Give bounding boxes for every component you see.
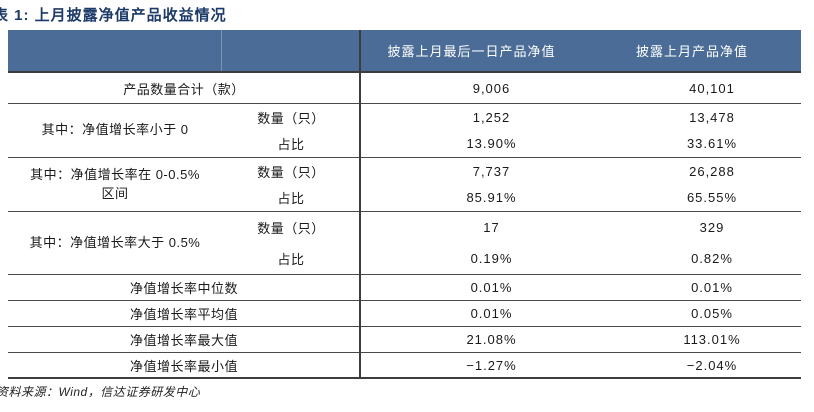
value-column: 26,288 65.55% xyxy=(583,158,801,211)
sublabel-count: 数量（只） xyxy=(257,110,325,126)
value-cell: 26,288 xyxy=(689,163,735,179)
value-column: 329 0.82% xyxy=(583,212,801,274)
row-label-line1: 其中：净值增长率大于 0.5% xyxy=(29,234,201,250)
value-column: 13,478 33.61% xyxy=(583,104,801,157)
value-cell: 13,478 xyxy=(689,109,735,125)
value-cell: 85.91% xyxy=(466,190,517,206)
value-cell: 13.90% xyxy=(466,136,517,152)
row-label: 净值增长率最大值 xyxy=(129,333,238,348)
sublabel-count: 数量（只） xyxy=(257,164,325,180)
value-column: 1,252 13.90% xyxy=(360,104,583,157)
table-row-group-below-zero: 其中：净值增长率小于 0 数量（只） 占比 1,252 13.90% 13,47… xyxy=(8,104,801,158)
value-cell: 7,737 xyxy=(472,163,511,179)
value-column: 17 0.19% xyxy=(360,212,583,274)
value-cell: 40,101 xyxy=(689,80,735,96)
source-note: 资料来源：Wind，信达证券研发中心 xyxy=(0,385,201,399)
sublabel-column: 数量（只） 占比 xyxy=(222,158,360,211)
value-cell: 0.19% xyxy=(470,251,513,266)
row-label: 净值增长率平均值 xyxy=(129,307,238,322)
row-label-line1: 其中：净值增长率小于 0 xyxy=(41,122,189,138)
sublabel-column: 数量（只） 占比 xyxy=(222,212,360,274)
net-value-returns-table: 披露上月最后一日产品净值 披露上月产品净值 产品数量合计（款） 9,006 40… xyxy=(8,30,801,379)
value-cell: 0.05% xyxy=(691,306,733,321)
table-row-group-above-half: 其中：净值增长率大于 0.5% 数量（只） 占比 17 0.19% 329 0.… xyxy=(8,212,801,275)
sublabel-column: 数量（只） 占比 xyxy=(222,104,360,157)
sublabel-ratio: 占比 xyxy=(277,252,305,267)
table-caption: 表 1: 上月披露净值产品收益情况 xyxy=(0,7,227,24)
table-row-mean: 净值增长率平均值 0.01% 0.05% xyxy=(8,301,801,327)
row-label-line2: 区间 xyxy=(101,185,129,201)
value-cell: 113.01% xyxy=(683,332,741,347)
table-header-row: 披露上月最后一日产品净值 披露上月产品净值 xyxy=(8,30,801,73)
row-label: 其中：净值增长率大于 0.5% xyxy=(8,212,222,274)
value-cell: 9,006 xyxy=(472,80,511,96)
sublabel-count: 数量（只） xyxy=(257,221,325,236)
table-row-product-total: 产品数量合计（款） 9,006 40,101 xyxy=(8,73,801,104)
table-row-group-zero-to-half: 其中：净值增长率在 0-0.5% 区间 数量（只） 占比 7,737 85.91… xyxy=(8,158,801,212)
value-cell: 0.01% xyxy=(691,280,733,295)
header-col-month-nav: 披露上月产品净值 xyxy=(635,44,748,59)
row-label-line1: 其中：净值增长率在 0-0.5% xyxy=(30,166,200,182)
header-stub-sub-cell xyxy=(222,30,360,71)
sublabel-ratio: 占比 xyxy=(277,137,305,153)
value-cell: 33.61% xyxy=(686,136,738,152)
value-cell: 65.55% xyxy=(686,190,738,206)
value-cell: 0.82% xyxy=(691,251,733,266)
row-label: 净值增长率最小值 xyxy=(129,358,238,374)
value-cell: 21.08% xyxy=(466,332,517,347)
row-label: 其中：净值增长率小于 0 xyxy=(8,104,222,157)
value-cell: −2.04% xyxy=(686,357,738,373)
header-stub-label-cell xyxy=(8,30,222,71)
value-cell: 0.01% xyxy=(470,280,513,295)
header-col-last-day-nav: 披露上月最后一日产品净值 xyxy=(387,44,556,59)
stub-data-divider-line xyxy=(359,30,361,379)
value-cell: −1.27% xyxy=(466,357,517,373)
value-cell: 1,252 xyxy=(472,109,511,125)
row-label: 产品数量合计（款） xyxy=(123,81,245,97)
table-row-median: 净值增长率中位数 0.01% 0.01% xyxy=(8,275,801,301)
value-cell: 17 xyxy=(483,220,500,235)
value-column: 7,737 85.91% xyxy=(360,158,583,211)
value-cell: 329 xyxy=(699,220,725,235)
value-cell: 0.01% xyxy=(470,306,513,321)
sublabel-ratio: 占比 xyxy=(277,191,305,207)
row-label: 净值增长率中位数 xyxy=(129,281,238,296)
table-row-min: 净值增长率最小值 −1.27% −2.04% xyxy=(8,353,801,379)
table-row-max: 净值增长率最大值 21.08% 113.01% xyxy=(8,327,801,353)
row-label: 其中：净值增长率在 0-0.5% 区间 xyxy=(8,158,222,211)
